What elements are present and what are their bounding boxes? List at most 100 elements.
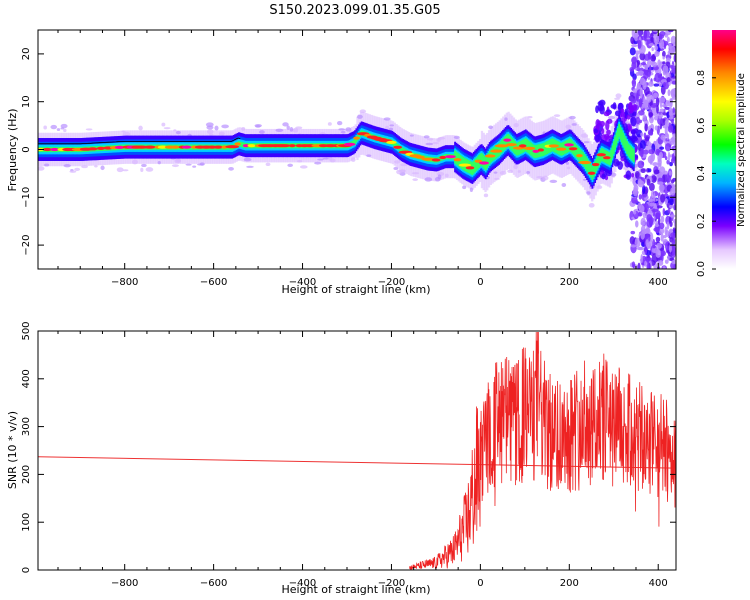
spectrogram-ridge-band	[571, 140, 574, 154]
spectrogram-ridge-band	[402, 147, 404, 154]
spectrogram-speckle	[504, 117, 508, 121]
spectrogram-speckle	[69, 170, 77, 173]
spectrogram-ridge-band	[632, 149, 635, 163]
spectrogram-noise-blob	[654, 72, 661, 83]
spectrogram-peak	[506, 143, 517, 147]
spectrogram-noise-blob	[638, 204, 645, 213]
snr-marks	[38, 331, 676, 570]
spectrogram-peak	[603, 156, 611, 160]
spectrogram-ridge-band	[598, 152, 601, 166]
spectrogram-noise-blob	[656, 205, 663, 209]
spectrogram-ridge-band	[556, 141, 559, 155]
spectrogram-noise-blob	[637, 39, 642, 49]
spectrogram-peak	[234, 142, 241, 146]
spectrogram-noise-blob	[664, 259, 669, 264]
spectrogram-speckle	[246, 165, 254, 168]
spectrogram-noise-blob	[651, 248, 656, 253]
spectrogram-ridge-band	[543, 142, 546, 156]
spectrogram-ridge-band	[619, 126, 622, 140]
snr-ticks: −800 −600 −400 −200 0 200 400 0 100 200 300 400 500	[21, 321, 676, 589]
spectrogram-noise-blob	[652, 162, 659, 167]
spectrogram-noise-blob	[637, 160, 645, 169]
spectrogram-noise-blob	[640, 217, 646, 227]
spectrogram-noise-blob	[666, 36, 670, 43]
colorbar-tick-label: 0.6	[696, 118, 707, 134]
spectrogram-speckle	[383, 117, 391, 121]
spectrogram-noise-blob	[669, 204, 674, 209]
spectrogram-peak	[170, 145, 180, 149]
spectrogram-noise-blob	[643, 132, 647, 139]
spectrogram-noise-blob	[613, 158, 620, 167]
spectrogram-noise-blob	[644, 38, 648, 42]
spectrogram-noise-blob	[659, 166, 666, 176]
spectrogram-peak	[157, 145, 168, 149]
spectrogram-peak	[247, 144, 256, 148]
spectrogram-ridge-band	[603, 149, 606, 163]
spectrogram-speckle	[287, 163, 293, 167]
spectrogram-peak	[484, 154, 496, 158]
spectrogram-ridge-band	[622, 132, 625, 146]
spectrogram-noise-blob	[610, 104, 617, 109]
spectrogram-speckle	[199, 162, 205, 166]
spectrogram-noise-blob	[668, 122, 672, 131]
spectrogram-noise-blob	[648, 112, 654, 118]
spectrogram-noise-blob	[626, 114, 631, 120]
spectrogram-noise-blob	[667, 208, 671, 214]
spectrogram-speckle	[161, 122, 166, 127]
spectrogram-noise-blob	[601, 128, 605, 135]
spectrogram-noise-blob	[640, 254, 643, 264]
snr-x-tick-label: −200	[378, 578, 405, 589]
spectrogram-speckle	[243, 157, 252, 162]
spectrogram-noise-blob	[667, 151, 671, 162]
spectrogram-noise-blob	[658, 184, 665, 192]
spectrogram-ridge-band	[504, 135, 507, 149]
spectrogram-y-tick-label: 10	[21, 95, 32, 108]
spectrogram-noise-blob	[653, 83, 660, 87]
spectrogram-ridge-band	[626, 141, 629, 155]
spectrogram-speckle	[218, 131, 225, 136]
spectrogram-peak	[225, 145, 240, 149]
spectrogram-speckle	[282, 122, 289, 127]
spectrogram-noise-blob	[661, 104, 668, 108]
spectrogram-x-tick-label: −200	[378, 277, 405, 288]
spectrogram-marks	[38, 30, 676, 269]
spectrogram-speckle	[337, 120, 343, 126]
snr-x-tick-label: 200	[560, 578, 579, 589]
spectrogram-noise-blob	[650, 154, 654, 160]
spectrogram-noise-blob	[673, 220, 676, 229]
spectrogram-noise-blob	[666, 133, 670, 140]
spectrogram-speckle	[138, 125, 143, 131]
spectrogram-noise-blob	[648, 81, 654, 87]
spectrogram-noise-blob	[653, 92, 659, 99]
spectrogram-ridge-band	[592, 164, 595, 177]
spectrogram-noise-blob	[644, 64, 649, 70]
spectrogram-ridge-band	[628, 144, 631, 158]
spectrogram-speckle	[425, 142, 434, 146]
spectrogram-speckle	[409, 134, 414, 137]
colorbar-tick-label: 0.0	[696, 261, 707, 277]
spectrogram-noise-blob	[644, 245, 648, 255]
spectrogram-noise-blob	[637, 70, 645, 76]
spectrogram-noise-blob	[654, 50, 660, 57]
spectrogram-peak	[587, 171, 596, 175]
spectrogram-peak	[421, 157, 435, 161]
spectrogram-noise-blob	[595, 124, 600, 130]
spectrogram-noise-blob	[664, 106, 670, 111]
spectrogram-speckle	[163, 127, 171, 130]
spectrogram-ridge-band	[611, 145, 614, 159]
spectrogram-noise-blob	[669, 257, 674, 261]
spectrogram-noise-blob	[614, 110, 621, 117]
spectrogram-noise-blob	[665, 117, 669, 128]
spectrogram-noise-blob	[635, 116, 641, 125]
spectrogram-noise-blob	[668, 170, 672, 176]
spectrogram-peak	[591, 162, 600, 167]
spectrogram-ridge-band	[627, 143, 630, 157]
spectrogram-speckle	[175, 130, 181, 135]
spectrogram-speckle	[121, 130, 126, 133]
spectrogram-noise-blob	[671, 67, 676, 74]
spectrogram-noise-blob	[640, 132, 644, 137]
spectrogram-speckle	[549, 179, 558, 184]
spectrogram-panel: −800 −600 −400 −200 0 200 400 −20 −10 0 10 20 Heigh…	[6, 29, 677, 296]
spectrogram-noise-blob	[630, 244, 637, 248]
spectrogram-speckle	[608, 115, 615, 120]
